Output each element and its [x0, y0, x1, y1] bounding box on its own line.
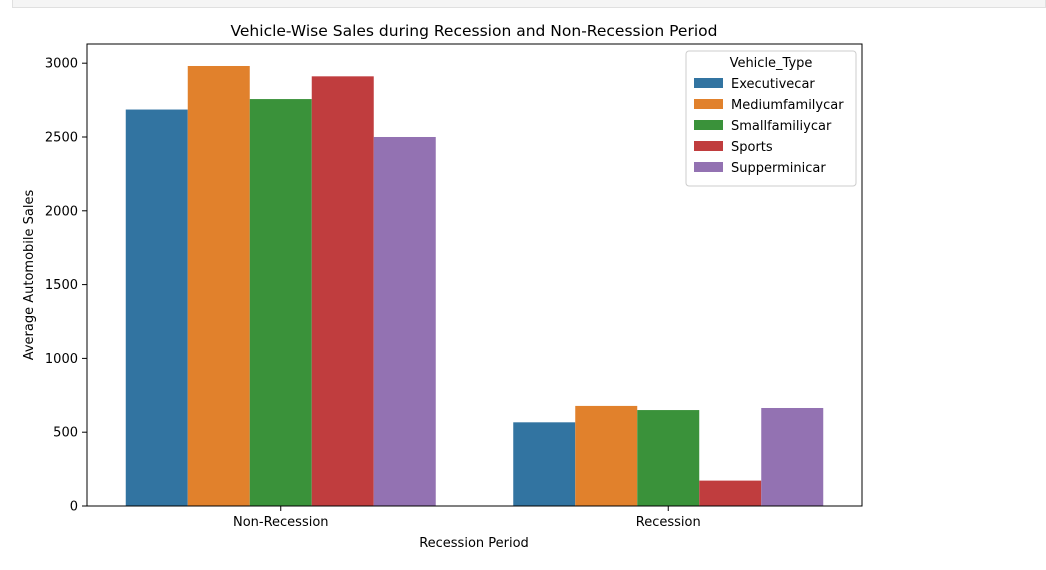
- bar-supperminicar-non-recession: [373, 136, 436, 507]
- bar-sports-non-recession: [311, 76, 374, 506]
- y-tick-label: 1000: [45, 352, 78, 367]
- legend-label-sports: Sports: [731, 140, 773, 155]
- legend-swatch-supperminicar: [694, 162, 723, 172]
- x-axis-label: Recession Period: [419, 536, 529, 551]
- legend-label-supperminicar: Supperminicar: [731, 161, 826, 176]
- legend-swatch-executivecar: [694, 78, 723, 88]
- plot-frame: [86, 43, 863, 507]
- bar-sports-recession: [699, 480, 762, 506]
- bar-smallfamiliycar-non-recession: [249, 99, 312, 506]
- legend-label-executivecar: Executivecar: [731, 77, 815, 92]
- y-tick-label: 0: [70, 500, 78, 515]
- legend-swatch-smallfamiliycar: [694, 120, 723, 130]
- legend: Vehicle_Type Executivecar Mediumfamilycar S…: [685, 50, 857, 187]
- x-tick-label: Recession: [636, 515, 701, 530]
- legend-label-smallfamiliycar: Smallfamiliycar: [731, 119, 832, 134]
- y-tick-label: 3000: [45, 57, 78, 72]
- x-tick-label: Non-Recession: [233, 515, 329, 530]
- bar-mediumfamilycar-non-recession: [187, 65, 250, 507]
- y-tick-label: 2000: [45, 204, 78, 219]
- chart-title: Vehicle-Wise Sales during Recession and …: [231, 22, 718, 40]
- legend-label-mediumfamilycar: Mediumfamilycar: [731, 98, 844, 113]
- bar-mediumfamilycar-recession: [575, 405, 638, 506]
- legend-title: Vehicle_Type: [730, 56, 813, 71]
- x-axis: Non-Recession Recession: [233, 506, 701, 530]
- legend-swatch-sports: [694, 141, 723, 151]
- y-axis: 0 500 1000 1500 2000 2500 3000: [45, 57, 87, 515]
- bar-executivecar-recession: [513, 422, 576, 506]
- legend-swatch-mediumfamilycar: [694, 99, 723, 109]
- bar-supperminicar-recession: [761, 407, 824, 506]
- y-tick-label: 2500: [45, 130, 78, 145]
- y-tick-label: 1500: [45, 278, 78, 293]
- bar-smallfamiliycar-recession: [637, 410, 700, 506]
- bar-executivecar-non-recession: [125, 109, 188, 506]
- y-axis-label: Average Automobile Sales: [22, 190, 37, 361]
- y-tick-label: 500: [53, 426, 78, 441]
- legend-box: [685, 50, 857, 187]
- bars-layer: [125, 65, 824, 507]
